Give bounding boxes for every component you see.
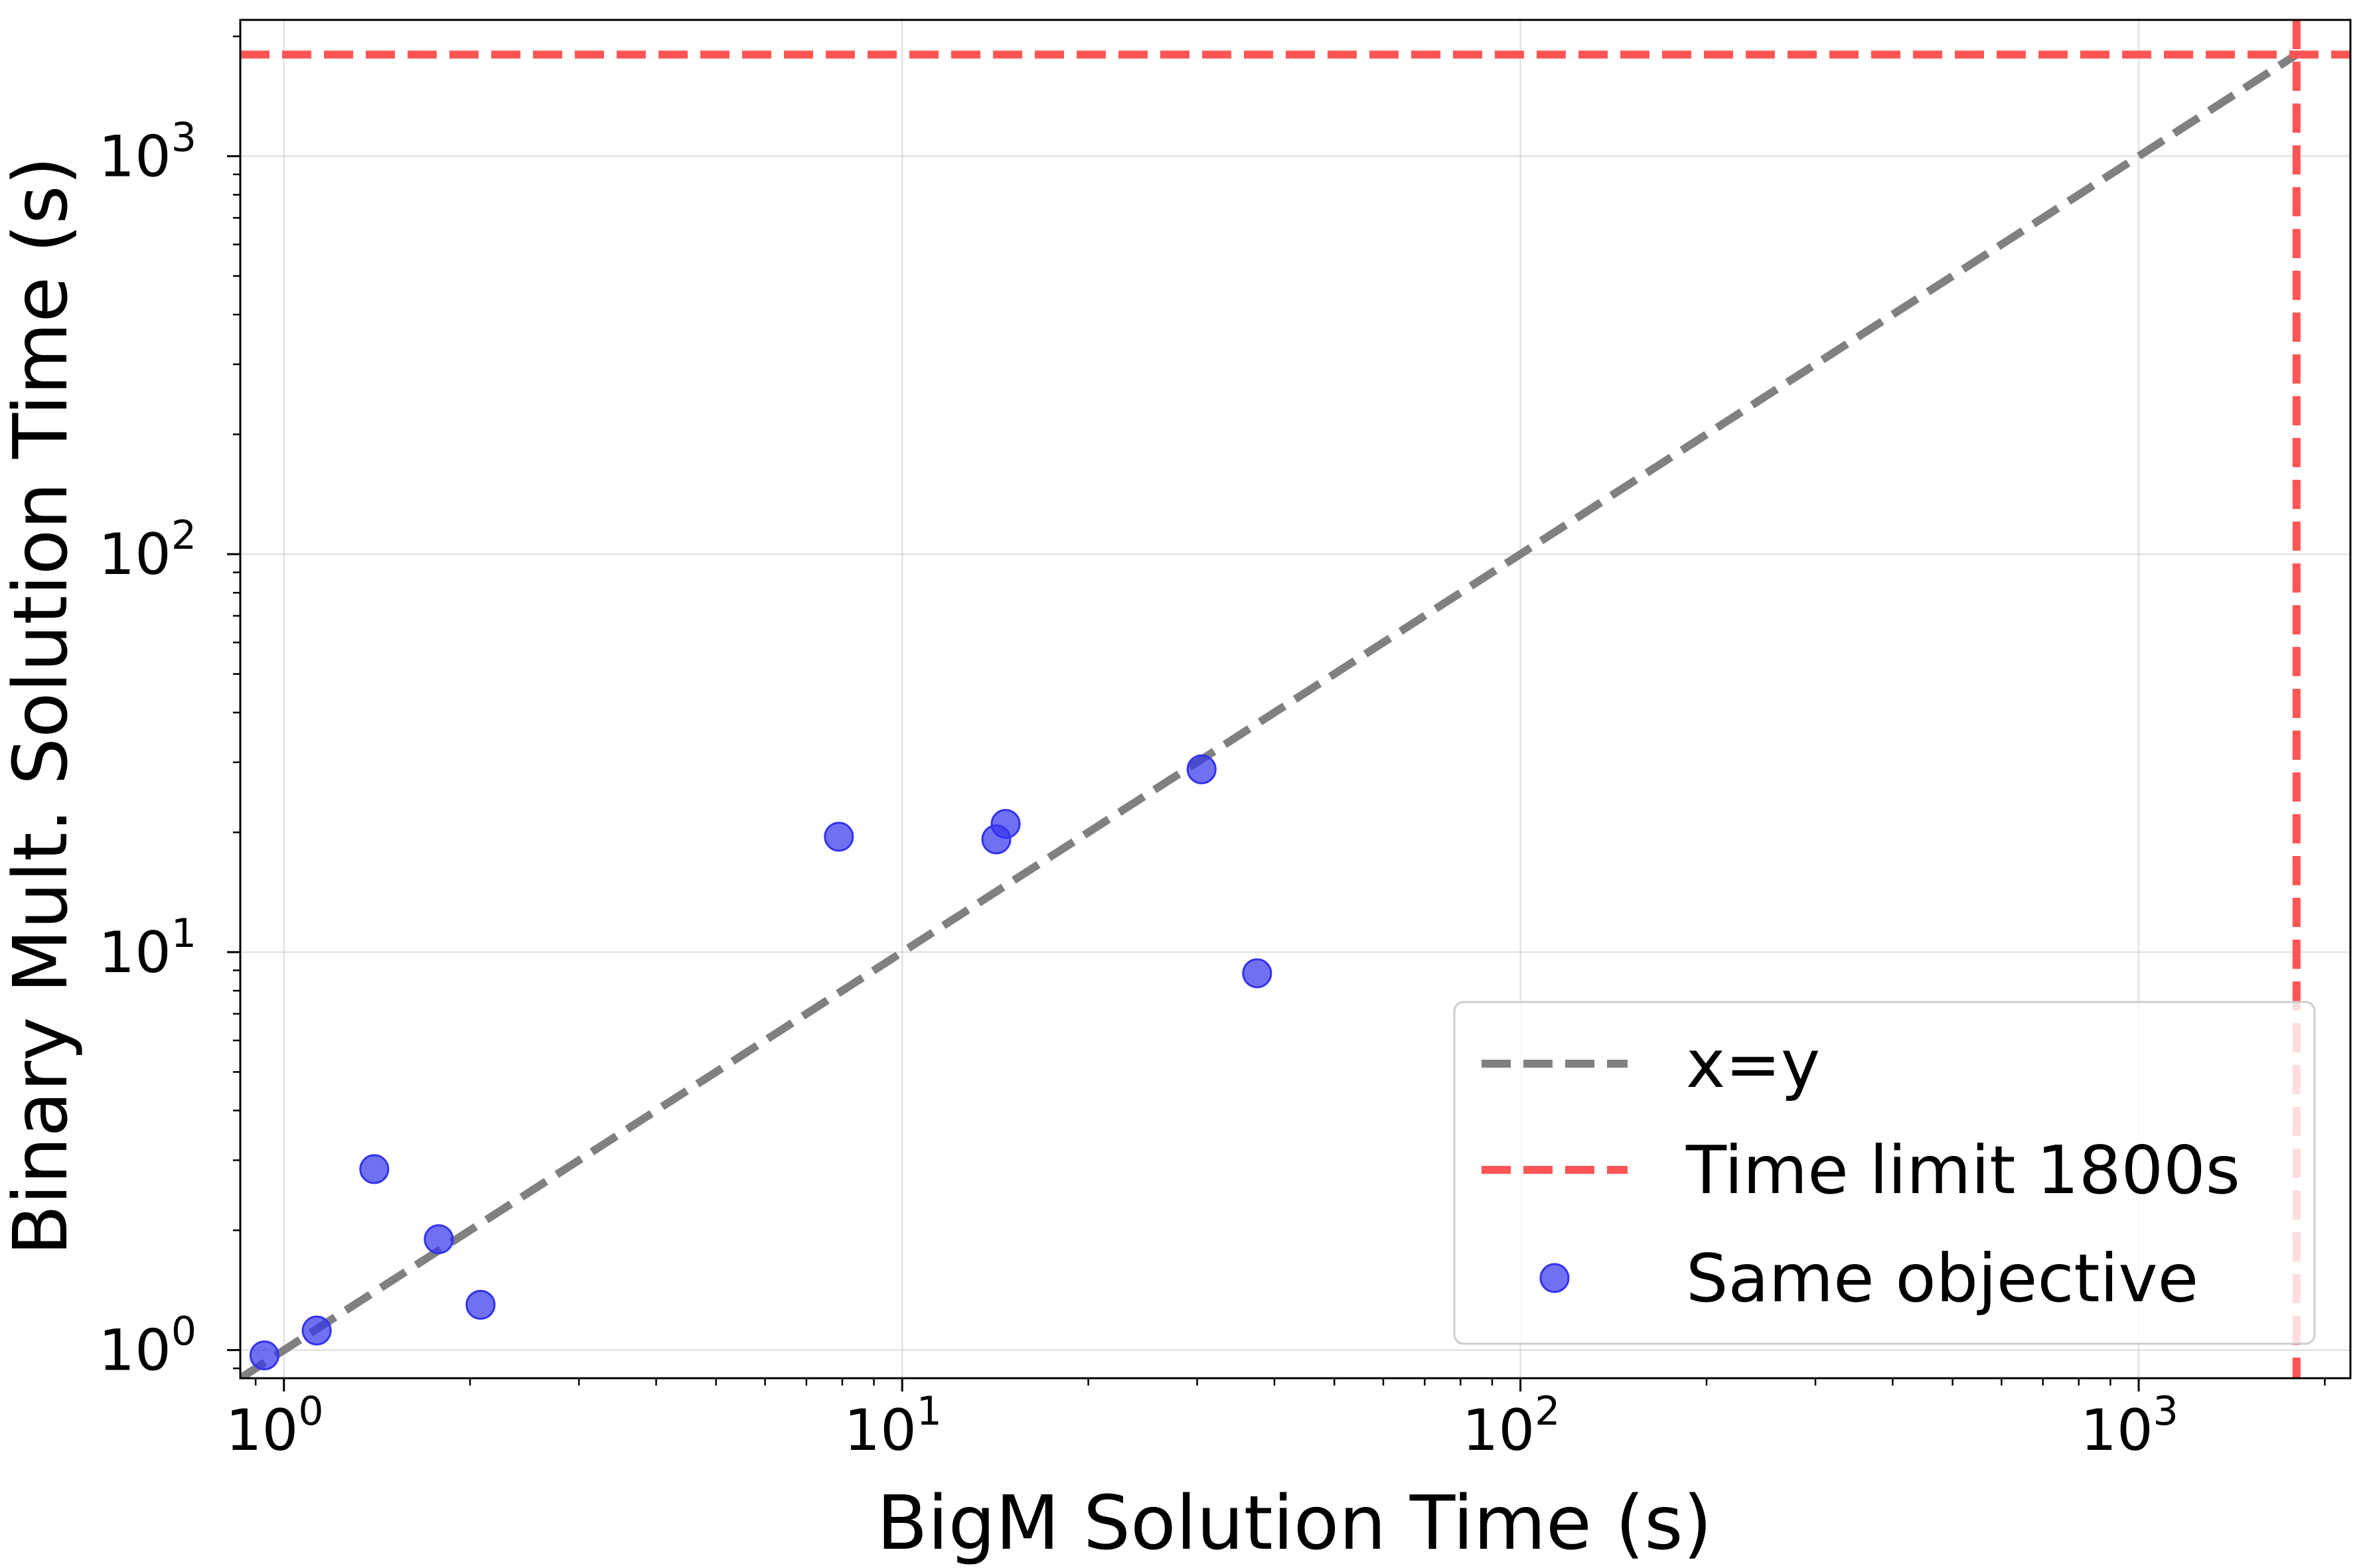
data-point	[423, 1224, 454, 1254]
data-point	[1186, 754, 1217, 784]
legend-label-same-objective: Same objective	[1686, 1240, 2198, 1317]
data-point	[359, 1154, 390, 1184]
data-point	[249, 1340, 279, 1371]
legend: x=y Time limit 1800s Same objective	[1453, 1001, 2316, 1345]
data-point	[1242, 958, 1272, 989]
y-tick-label: 102	[98, 512, 196, 588]
data-point	[990, 809, 1021, 839]
grid-lines	[240, 20, 2350, 1378]
x-tick-label: 102	[1462, 1388, 1561, 1464]
y-tick-label: 100	[98, 1309, 196, 1384]
x-tick-label: 100	[226, 1388, 324, 1464]
legend-label-diagonal: x=y	[1686, 1025, 1820, 1103]
data-point	[301, 1315, 332, 1346]
data-points	[249, 754, 1272, 1371]
y-axis-ticks: 100 101 102 103	[98, 35, 240, 1384]
legend-label-time-limit: Time limit 1800s	[1685, 1131, 2240, 1209]
y-axis-label: Binary Mult. Solution Time (s)	[0, 157, 84, 1256]
x-axis-ticks: 100 101 102 103	[226, 1378, 2326, 1464]
y-tick-label: 103	[98, 114, 196, 190]
diagonal-line	[240, 51, 2299, 1378]
x-axis-label: BigM Solution Time (s)	[877, 1480, 1713, 1567]
data-point	[465, 1289, 496, 1320]
legend-marker-same-objective	[1539, 1263, 1570, 1293]
data-point	[824, 821, 854, 852]
x-tick-label: 101	[844, 1388, 942, 1464]
x-tick-label: 103	[2080, 1388, 2178, 1464]
plot-frame	[239, 19, 2352, 1380]
y-tick-label: 101	[98, 910, 196, 986]
legend-box	[1453, 1001, 2316, 1345]
